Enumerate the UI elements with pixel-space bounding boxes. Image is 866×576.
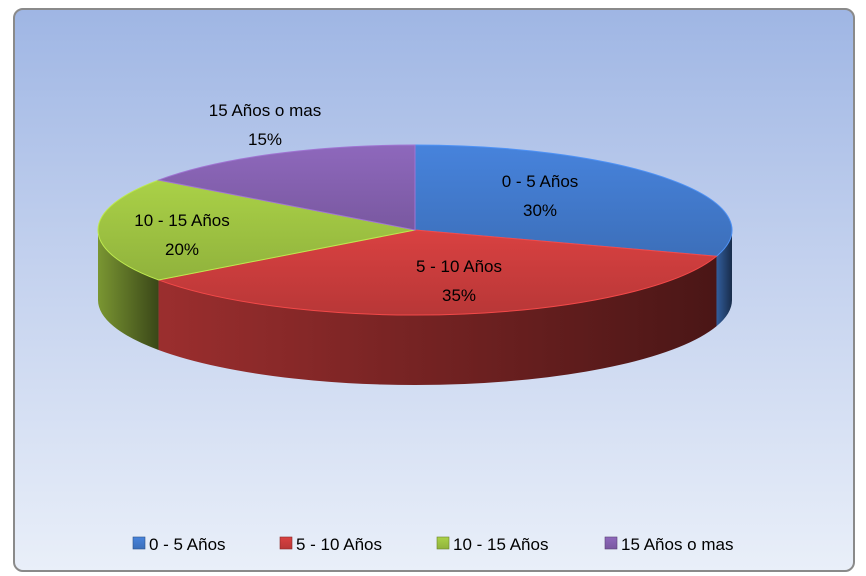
legend-item-1: 5 - 10 Años [279,535,382,554]
legend-label-2: 10 - 15 Años [453,535,548,554]
pie-chart: 0 - 5 Años 30% 5 - 10 Años 35% 10 - 15 Años 2… [97,101,733,554]
legend-swatch-1 [279,536,293,550]
chart-area: 0 - 5 Años 30% 5 - 10 Años 35% 10 - 15 Años 2… [13,8,855,572]
slice-value-0: 30% [523,201,557,220]
pie-slice-1 [156,229,718,316]
slice-label-3: 15 Años o mas [209,101,321,120]
slice-value-1: 35% [442,286,476,305]
legend-swatch-3 [604,536,618,550]
legend-item-0: 0 - 5 Años [132,535,226,554]
slice-value-3: 15% [248,130,282,149]
legend-label-3: 15 Años o mas [621,535,733,554]
pie-side-2 [98,230,159,350]
pie-slice-3 [156,144,416,231]
pie-side-1 [158,256,717,386]
legend-item-2: 10 - 15 Años [436,535,548,554]
legend-item-3: 15 Años o mas [604,535,733,554]
legend-swatch-2 [436,536,450,550]
legend-swatch-0 [132,536,146,550]
pie-side-0 [716,230,732,327]
slice-label-1: 5 - 10 Años [416,257,502,276]
slice-value-2: 20% [165,240,199,259]
pie-slice-2 [97,179,416,281]
slice-label-0: 0 - 5 Años [502,172,579,191]
legend-label-0: 0 - 5 Años [149,535,226,554]
slice-label-2: 10 - 15 Años [134,211,229,230]
pie-slice-0 [414,144,733,257]
legend-label-1: 5 - 10 Años [296,535,382,554]
